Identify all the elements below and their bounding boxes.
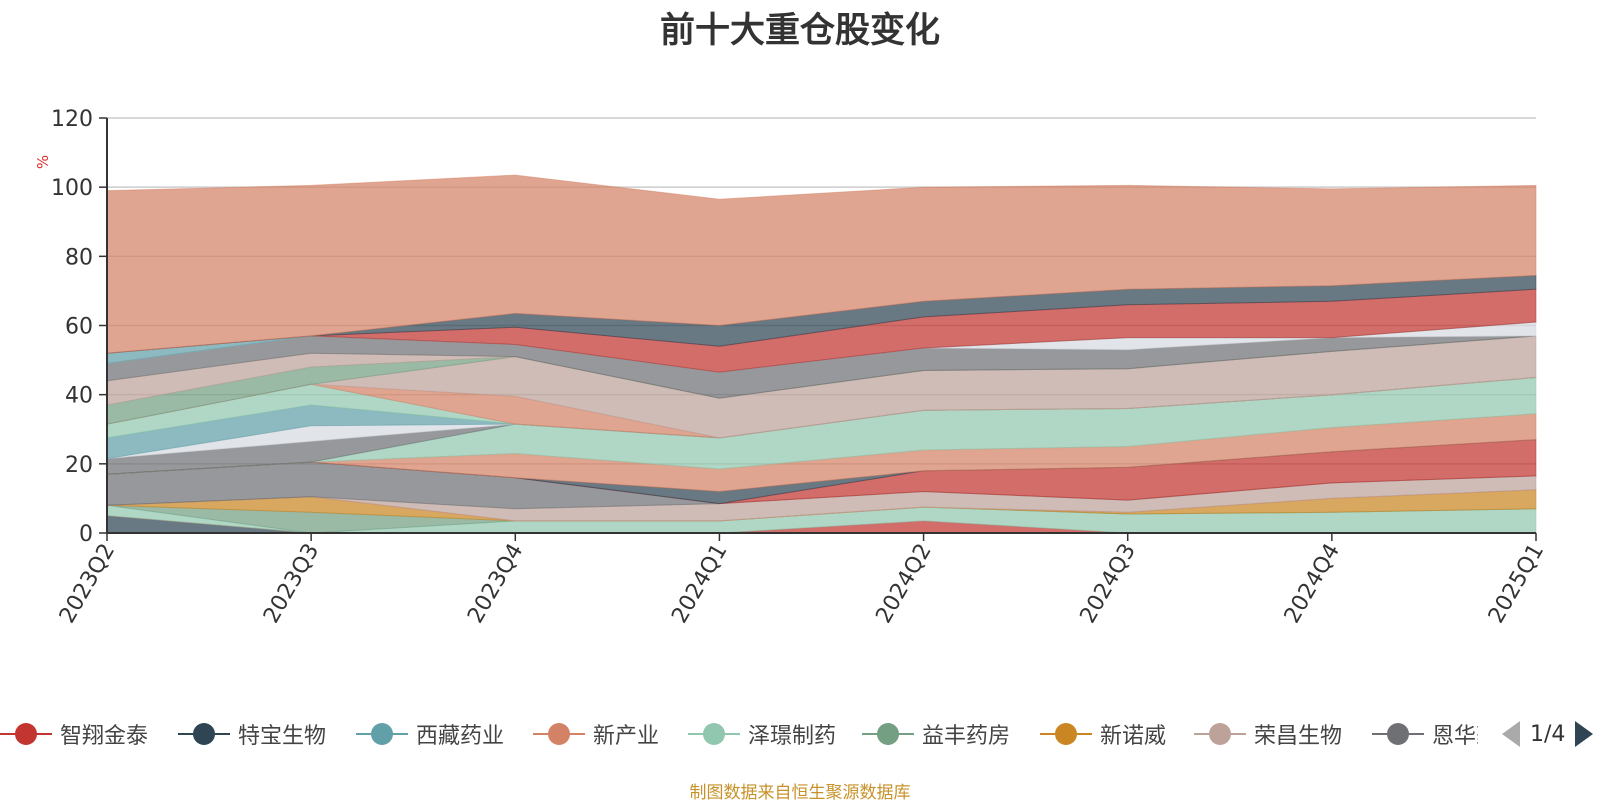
y-tick-label: 80 bbox=[65, 245, 93, 270]
legend-marker-icon bbox=[1194, 723, 1246, 745]
legend-item[interactable]: 西藏药业 bbox=[356, 716, 504, 752]
x-tick-label: 2024Q2 bbox=[871, 540, 936, 628]
legend-item[interactable]: 泽璟制药 bbox=[688, 716, 836, 752]
y-tick-label: 20 bbox=[65, 453, 93, 478]
triangle-left-icon[interactable] bbox=[1500, 719, 1522, 749]
legend-items: 智翔金泰 特宝生物 西藏药业 新产业 泽璟制药 益丰药房 新诺威 荣昌生物 恩华药业 bbox=[0, 716, 1478, 752]
legend-label: 新诺威 bbox=[1100, 724, 1167, 749]
area-series-S26 bbox=[106, 174, 1537, 354]
legend-label: 西藏药业 bbox=[416, 724, 505, 749]
legend-marker-icon bbox=[533, 723, 585, 745]
legend-marker-icon bbox=[0, 723, 52, 745]
x-tick-label: 2024Q4 bbox=[1280, 540, 1345, 628]
y-tick-label: 40 bbox=[65, 384, 93, 409]
chart-title: 前十大重仓股变化 bbox=[659, 11, 940, 51]
source-note: 制图数据来自恒生聚源数据库 bbox=[689, 783, 911, 803]
legend-label: 恩华药业 bbox=[1432, 724, 1478, 749]
legend-marker-icon bbox=[356, 723, 408, 745]
legend-marker-icon bbox=[1040, 723, 1092, 745]
legend-marker-icon bbox=[178, 723, 230, 745]
legend-item[interactable]: 新诺威 bbox=[1040, 716, 1166, 752]
legend-label: 智翔金泰 bbox=[60, 724, 149, 749]
legend-item[interactable]: 新产业 bbox=[533, 716, 659, 752]
area-layer bbox=[106, 174, 1537, 534]
legend-page-indicator: 1/4 bbox=[1530, 721, 1566, 747]
legend-marker-icon bbox=[688, 723, 740, 745]
x-tick-label: 2024Q1 bbox=[667, 540, 732, 628]
legend-label: 荣昌生物 bbox=[1254, 724, 1343, 749]
y-tick-label: 120 bbox=[51, 107, 93, 132]
legend-item[interactable]: 智翔金泰 bbox=[0, 716, 148, 752]
y-tick-label: 100 bbox=[51, 176, 93, 201]
legend-item[interactable]: 荣昌生物 bbox=[1194, 716, 1342, 752]
legend: 智翔金泰 特宝生物 西藏药业 新产业 泽璟制药 益丰药房 新诺威 荣昌生物 恩华药业 bbox=[0, 716, 1600, 752]
legend-item[interactable]: 特宝生物 bbox=[178, 716, 326, 752]
x-tick-label: 2025Q1 bbox=[1484, 540, 1549, 628]
x-tick-label: 2023Q4 bbox=[463, 540, 528, 628]
legend-label: 新产业 bbox=[593, 724, 660, 749]
legend-item[interactable]: 恩华药业 bbox=[1372, 716, 1478, 752]
y-axis-unit-label: % bbox=[34, 155, 52, 169]
legend-marker-icon bbox=[862, 723, 914, 745]
legend-pager: 1/4 bbox=[1500, 716, 1595, 752]
y-tick-label: 60 bbox=[65, 315, 93, 340]
x-tick-label: 2023Q2 bbox=[55, 540, 120, 628]
legend-marker-icon bbox=[1372, 723, 1424, 745]
triangle-right-icon[interactable] bbox=[1573, 719, 1595, 749]
legend-label: 特宝生物 bbox=[238, 724, 327, 749]
x-tick-label: 2024Q3 bbox=[1076, 540, 1141, 628]
legend-item[interactable]: 益丰药房 bbox=[862, 716, 1010, 752]
legend-label: 泽璟制药 bbox=[748, 724, 837, 749]
legend-label: 益丰药房 bbox=[922, 724, 1011, 749]
x-tick-label: 2023Q3 bbox=[259, 540, 324, 628]
y-tick-label: 0 bbox=[79, 522, 93, 547]
